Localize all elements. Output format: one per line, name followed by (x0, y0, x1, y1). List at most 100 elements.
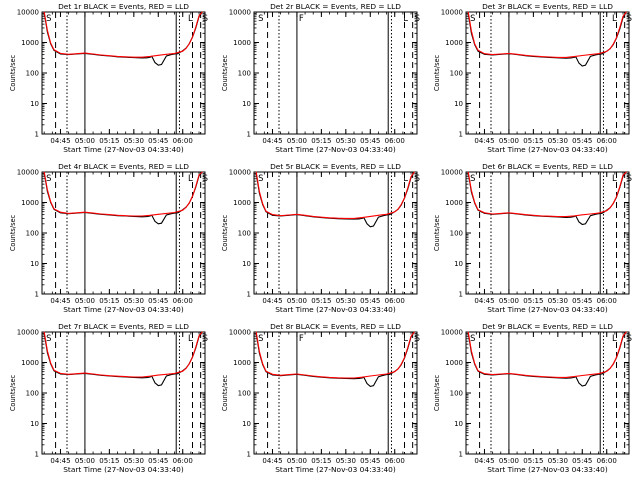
data-point-lld (573, 56, 575, 57)
x-tick-label: 05:30 (124, 297, 144, 305)
data-point-lld (619, 27, 621, 28)
data-point-lld (492, 213, 494, 215)
data-point-lld (353, 218, 355, 219)
x-tick-label: 05:45 (148, 137, 168, 145)
data-point-lld (47, 350, 48, 352)
data-point-lld (581, 214, 583, 216)
data-point-lld (609, 368, 611, 370)
data-point-lld (590, 374, 591, 376)
data-point-lld (195, 185, 197, 187)
data-point-events (358, 378, 360, 379)
data-point-events (166, 375, 167, 377)
data-point-events (601, 53, 603, 55)
y-tick-label: 10000 (441, 169, 463, 177)
y-tick-label: 10 (30, 260, 39, 268)
data-point-lld (125, 376, 127, 377)
data-point-lld (198, 335, 200, 337)
x-tick-label: 05:30 (548, 137, 568, 145)
data-point-events (161, 64, 162, 65)
data-point-lld (573, 215, 575, 217)
x-tick-label: 05:30 (548, 457, 568, 465)
data-point-lld (182, 209, 184, 211)
y-tick-label: 1000 (445, 39, 463, 47)
data-point-events (146, 377, 148, 378)
data-point-lld (84, 372, 86, 374)
x-axis-label: Start Time (27-Nov-03 04:33:40) (487, 465, 608, 474)
data-point-lld (68, 373, 70, 375)
x-tick-label: 04:45 (474, 297, 494, 305)
data-point-events (570, 216, 572, 218)
data-point-events (149, 376, 151, 378)
data-point-lld (43, 11, 45, 13)
x-tick-label: 04:45 (50, 457, 70, 465)
segment-annotation: S (627, 14, 632, 24)
data-point-events (361, 377, 363, 379)
data-point-lld (320, 376, 322, 378)
data-point-events (570, 57, 572, 59)
panel-title: Det 8r BLACK = Events, RED = LLD (270, 322, 401, 331)
data-point-lld (492, 54, 494, 56)
data-point-lld (557, 216, 559, 217)
data-point-lld (201, 331, 203, 333)
segment-annotation: L (403, 334, 408, 344)
y-tick-label: 100 (26, 390, 39, 398)
segment-annotation: L (612, 14, 617, 24)
x-tick-label: 05:30 (336, 457, 356, 465)
data-point-lld (47, 189, 48, 191)
data-point-events (578, 62, 580, 64)
data-point-lld (192, 356, 193, 358)
data-point-lld (188, 43, 190, 45)
data-point-lld (255, 331, 257, 333)
data-point-lld (606, 210, 608, 212)
data-point-lld (259, 191, 260, 192)
data-point-lld (100, 213, 102, 215)
data-point-events (378, 376, 379, 378)
segment-annotation: L (188, 174, 193, 184)
y-tick-label: 1 (247, 451, 251, 459)
series-line-lld (43, 331, 203, 378)
y-tick-label: 1 (247, 291, 251, 299)
data-point-lld (477, 370, 479, 372)
data-point-events (594, 213, 596, 215)
x-tick-label: 06:00 (597, 297, 617, 305)
data-point-lld (296, 373, 298, 375)
x-tick-label: 05:15 (523, 457, 543, 465)
y-tick-label: 100 (238, 70, 251, 78)
data-point-events (585, 223, 586, 225)
x-tick-label: 05:30 (124, 137, 144, 145)
data-point-events (373, 225, 374, 227)
y-tick-label: 10 (30, 420, 39, 428)
data-point-lld (198, 174, 200, 176)
x-tick-label: 05:45 (572, 457, 592, 465)
data-point-lld (413, 171, 415, 173)
data-point-lld (272, 373, 273, 375)
data-point-lld (477, 209, 479, 211)
data-point-lld (369, 375, 371, 377)
data-point-events (179, 211, 180, 213)
detector-panel-8: Det 8r BLACK = Events, RED = LLD 1 10 100 10… (221, 322, 420, 474)
data-point-lld (581, 55, 583, 56)
segment-annotation: S (415, 174, 420, 184)
y-tick-label: 100 (450, 70, 463, 78)
data-point-lld (541, 376, 542, 377)
data-point-events (170, 374, 172, 376)
data-point-lld (50, 362, 52, 364)
data-point-lld (394, 371, 396, 373)
plot-frame (465, 11, 630, 135)
data-point-lld (50, 42, 52, 44)
data-point-lld (500, 53, 502, 55)
data-point-lld (262, 363, 264, 365)
series-line-lld (467, 331, 627, 378)
data-point-lld (625, 171, 627, 173)
data-point-lld (312, 216, 314, 217)
x-tick-label: 05:15 (99, 137, 119, 145)
segment-annotation: S (258, 14, 263, 24)
y-tick-label: 1000 (233, 359, 251, 367)
data-point-lld (378, 374, 379, 376)
data-point-lld (195, 346, 197, 348)
series-line-events (467, 331, 627, 387)
data-point-lld (557, 56, 559, 58)
data-point-lld (60, 52, 61, 54)
x-tick-label: 05:45 (148, 457, 168, 465)
data-point-lld (43, 171, 45, 173)
